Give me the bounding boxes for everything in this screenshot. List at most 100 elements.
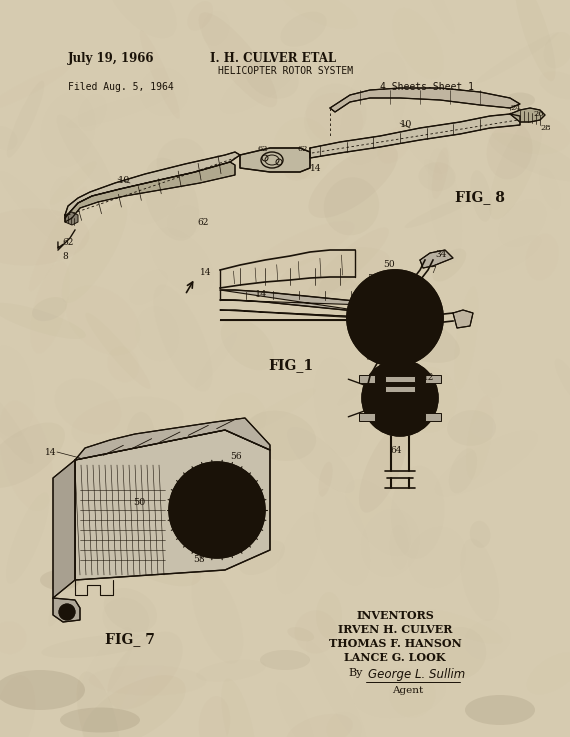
Polygon shape <box>65 162 235 222</box>
Ellipse shape <box>60 708 140 733</box>
Ellipse shape <box>418 162 455 191</box>
Ellipse shape <box>155 600 187 629</box>
Text: 7: 7 <box>430 266 435 275</box>
Circle shape <box>209 502 225 518</box>
Text: 62: 62 <box>298 145 308 153</box>
Polygon shape <box>65 152 240 218</box>
Text: 34: 34 <box>435 250 446 259</box>
Text: 14: 14 <box>200 268 211 277</box>
Ellipse shape <box>188 1 213 31</box>
Circle shape <box>347 270 443 366</box>
Text: 14: 14 <box>45 448 56 457</box>
Ellipse shape <box>465 695 535 725</box>
Ellipse shape <box>308 144 398 218</box>
Text: 62: 62 <box>62 238 74 247</box>
Ellipse shape <box>32 297 67 321</box>
Text: 52: 52 <box>250 495 262 504</box>
Ellipse shape <box>250 221 355 276</box>
Ellipse shape <box>157 138 206 185</box>
Ellipse shape <box>181 142 213 174</box>
Ellipse shape <box>309 656 355 737</box>
Ellipse shape <box>199 696 230 737</box>
Text: FIG_1: FIG_1 <box>268 358 313 372</box>
Ellipse shape <box>526 234 559 281</box>
Text: 50: 50 <box>383 260 394 269</box>
Text: THOMAS F. HANSON: THOMAS F. HANSON <box>329 638 461 649</box>
Ellipse shape <box>286 714 353 737</box>
Circle shape <box>169 462 265 558</box>
Circle shape <box>59 604 75 620</box>
Ellipse shape <box>120 628 181 712</box>
Ellipse shape <box>0 400 54 511</box>
Text: 28: 28 <box>540 124 551 132</box>
Text: 64: 64 <box>390 446 401 455</box>
Ellipse shape <box>471 408 526 439</box>
Text: 62: 62 <box>257 145 267 153</box>
Text: FIG_ 8: FIG_ 8 <box>455 190 505 204</box>
Ellipse shape <box>86 312 150 389</box>
Text: FIG_ 7: FIG_ 7 <box>105 632 155 646</box>
Polygon shape <box>510 108 545 122</box>
Text: LANCE G. LOOK: LANCE G. LOOK <box>344 652 446 663</box>
Ellipse shape <box>0 66 70 111</box>
Bar <box>359 413 375 421</box>
Text: 30: 30 <box>413 300 425 309</box>
Text: 32: 32 <box>423 326 434 335</box>
Polygon shape <box>330 88 520 112</box>
Circle shape <box>195 488 239 532</box>
Text: 54: 54 <box>367 274 378 283</box>
Text: 56: 56 <box>230 452 242 461</box>
Polygon shape <box>53 460 75 598</box>
Circle shape <box>387 310 403 326</box>
Text: 62: 62 <box>197 218 209 227</box>
Ellipse shape <box>260 650 310 670</box>
Text: 54: 54 <box>63 610 75 619</box>
Ellipse shape <box>378 127 411 164</box>
Text: IRVEN H. CULVER: IRVEN H. CULVER <box>338 624 452 635</box>
Text: INVENTORS: INVENTORS <box>356 610 434 621</box>
Text: 28: 28 <box>373 298 384 307</box>
Text: July 19, 1966: July 19, 1966 <box>68 52 154 65</box>
Ellipse shape <box>402 683 468 700</box>
Text: 8: 8 <box>62 252 68 261</box>
Bar <box>425 375 441 383</box>
Polygon shape <box>75 418 270 460</box>
Text: Agent: Agent <box>392 686 424 695</box>
Ellipse shape <box>0 209 89 266</box>
Ellipse shape <box>317 227 376 249</box>
Ellipse shape <box>505 93 535 108</box>
Text: 26: 26 <box>533 110 544 118</box>
Polygon shape <box>65 212 78 225</box>
Ellipse shape <box>307 228 389 300</box>
Bar <box>385 386 415 392</box>
Text: HELICOPTER ROTOR SYSTEM: HELICOPTER ROTOR SYSTEM <box>218 66 353 76</box>
Text: I. H. CULVER ETAL: I. H. CULVER ETAL <box>210 52 336 65</box>
Text: 12: 12 <box>423 373 434 382</box>
Text: George L. Sullim: George L. Sullim <box>368 668 465 681</box>
Circle shape <box>181 474 253 546</box>
Polygon shape <box>310 114 520 158</box>
Text: 10: 10 <box>118 176 131 185</box>
Text: By: By <box>348 668 363 678</box>
Text: 14: 14 <box>255 290 267 299</box>
Bar <box>425 413 441 421</box>
Polygon shape <box>453 310 473 328</box>
Polygon shape <box>240 148 310 172</box>
Text: 60: 60 <box>210 535 222 544</box>
Text: 4 Sheets-Sheet 1: 4 Sheets-Sheet 1 <box>380 82 474 92</box>
Ellipse shape <box>339 50 383 109</box>
Ellipse shape <box>364 25 416 99</box>
Circle shape <box>362 360 438 436</box>
Ellipse shape <box>40 570 80 590</box>
Ellipse shape <box>287 627 314 641</box>
Text: 66: 66 <box>365 353 377 362</box>
Ellipse shape <box>359 425 407 513</box>
Polygon shape <box>53 598 80 622</box>
Ellipse shape <box>534 286 570 312</box>
Ellipse shape <box>7 81 44 158</box>
Text: 10: 10 <box>400 120 412 129</box>
Ellipse shape <box>279 671 356 737</box>
Bar <box>359 375 375 383</box>
Text: 14: 14 <box>310 164 321 173</box>
Ellipse shape <box>107 346 139 383</box>
